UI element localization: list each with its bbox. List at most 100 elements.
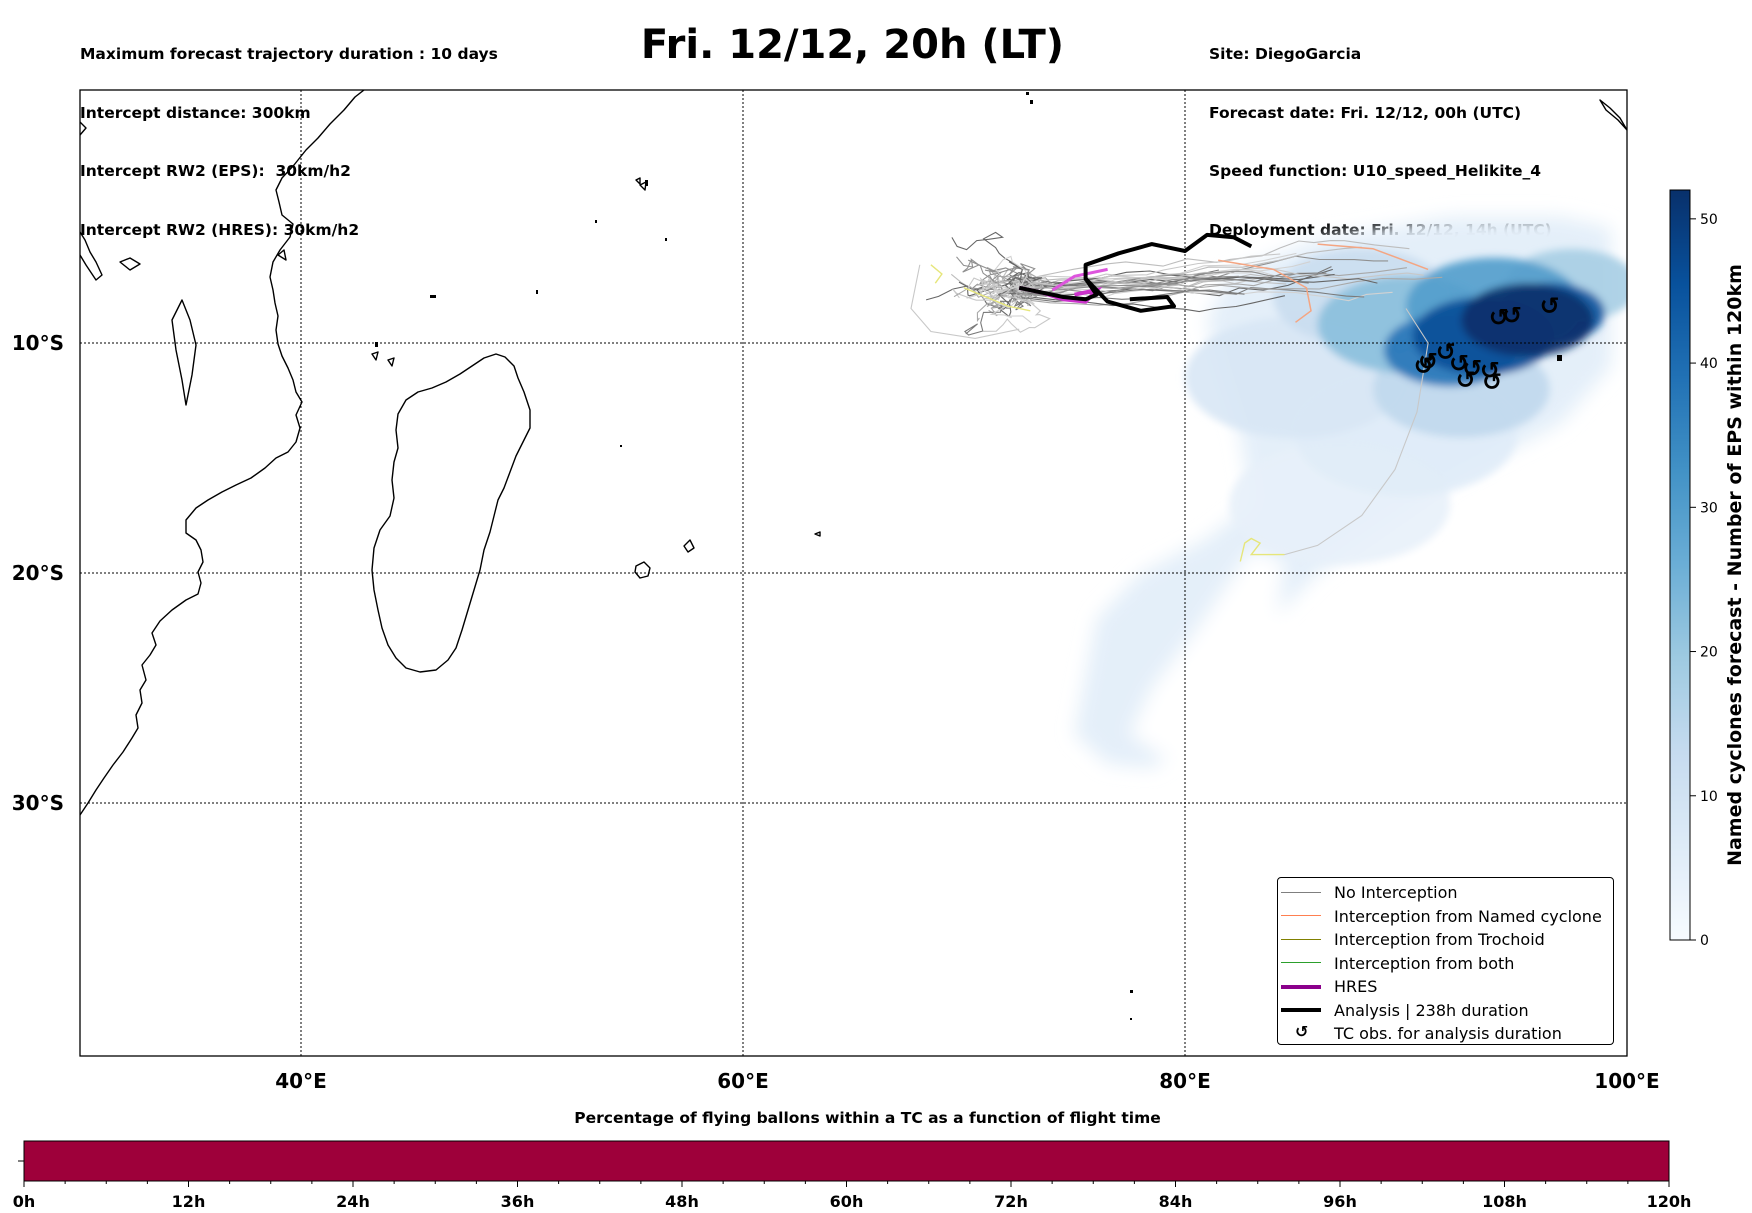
cyclone-density-layer (1074, 216, 1627, 769)
legend-label: Analysis | 238h duration (1334, 1000, 1529, 1020)
eps-trajectory (964, 281, 1016, 336)
density-gap (1129, 550, 1285, 757)
eps-trajectory (1012, 275, 1239, 295)
param-line: Intercept distance: 300km (80, 103, 311, 122)
legend-swatch (1281, 908, 1321, 924)
longitude-labels: 40°E 60°E 80°E 100°E (275, 1069, 1659, 1093)
legend-swatch (1281, 932, 1321, 948)
horn-coastline (80, 121, 87, 136)
flight-time-tick-label: 24h (336, 1192, 370, 1211)
legend-swatch (1281, 955, 1321, 971)
colorbar-ticks: 0 10 20 30 40 50 (1690, 212, 1718, 949)
map-area: ↺↺↺↺↺↺↺ ↺↺↺ ↺ (80, 90, 1627, 1056)
tc-obs-layer: ↺↺↺↺↺↺↺ ↺↺↺ ↺ (1414, 292, 1560, 396)
flight-time-title: Percentage of flying ballons within a TC… (574, 1109, 1161, 1127)
eps-trajectory (951, 231, 1023, 292)
cyclone-marker-icon: ↺ (1482, 368, 1502, 396)
legend-label: Interception from Named cyclone (1334, 906, 1602, 926)
flight-time-tick-label: 96h (1323, 1192, 1357, 1211)
flight-time-tick-label: 108h (1482, 1192, 1527, 1211)
seychelles-coastline (635, 177, 647, 191)
speed-function-line: Speed function: U10_speed_Helikite_4 (1209, 162, 1542, 180)
eps-trajectory (910, 264, 1020, 339)
eps-trajectory (1030, 253, 1281, 286)
eps-trajectory (1022, 270, 1378, 286)
colorbar-tick-label: 30 (1700, 500, 1718, 516)
eps-trajectory (995, 255, 1028, 291)
eps-trajectory (982, 284, 1051, 333)
eps-trajectory (982, 279, 1030, 299)
flight-time-tick-label: 120h (1647, 1192, 1692, 1211)
legend-swatch: ↺ (1281, 1022, 1321, 1042)
eps-trajectory (1012, 240, 1410, 284)
zanzibar-coastline (277, 249, 287, 261)
analysis-trajectory-loop (1084, 277, 1176, 313)
cyclone-marker-icon: ↺ (1502, 301, 1522, 329)
colorbar-tick-label: 0 (1700, 933, 1709, 949)
arabia-coastline (80, 231, 103, 281)
cyclone-marker-icon: ↺ (1414, 352, 1434, 380)
cyclone-marker-icon: ↺ (1456, 366, 1476, 394)
cyclone-marker-icon: ↺ (1489, 304, 1509, 332)
lat-tick-label: 30°S (12, 791, 64, 815)
map-frame (79, 89, 1628, 1057)
param-line: Intercept RW2 (HRES): 30km/h2 (80, 220, 360, 239)
flight-time-tick-label: 48h (665, 1192, 699, 1211)
legend-swatch (1281, 1002, 1321, 1018)
cyclone-marker-icon: ↺ (1480, 357, 1500, 385)
cyclone-marker-icon: ↺ (1436, 338, 1456, 366)
reunion-coastline (683, 539, 695, 553)
density-colorbar: 0 10 20 30 40 50 (1669, 189, 1718, 949)
eps-trajectory (997, 271, 1043, 318)
lake-coastline (171, 299, 197, 406)
eps-trajectory (1016, 267, 1407, 306)
density-blob (1461, 283, 1594, 357)
site-line: Site: DiegoGarcia (1209, 45, 1362, 63)
legend-item-trochoid: Interception from Trochoid (1278, 928, 1613, 952)
legend-item-both: Interception from both (1278, 952, 1613, 976)
sumatra-coastline (1599, 99, 1627, 131)
flight-time-tick-label: 36h (501, 1192, 535, 1211)
lon-tick-label: 80°E (1159, 1069, 1211, 1093)
eps-trajectory (1025, 271, 1276, 295)
eps-trajectory (1016, 270, 1327, 297)
socotra-coastline (119, 257, 141, 271)
legend-item-named-cyclone: Interception from Named cyclone (1278, 905, 1613, 929)
cyclone-marker-icon: ↺ (1462, 354, 1482, 382)
cyclone-marker-icon: ↺ (1540, 292, 1560, 320)
hres-trajectory-branch (1051, 267, 1108, 292)
colorbar-tick-label: 40 (1700, 356, 1718, 372)
legend-item-tc-obs: ↺ TC obs. for analysis duration (1278, 1022, 1613, 1046)
legend-label: Interception from Trochoid (1334, 930, 1545, 950)
trajectories-layer (910, 231, 1443, 562)
colorbar-tick-label: 20 (1700, 645, 1718, 661)
param-line: Maximum forecast trajectory duration : 1… (80, 45, 498, 63)
eps-trajectory (989, 294, 1035, 324)
lon-tick-label: 40°E (275, 1069, 327, 1093)
map-title: Fri. 12/12, 20h (LT) (640, 22, 1065, 68)
named-cyclone-trajectory (1317, 243, 1429, 271)
cyclone-marker-icon: ↺ (1295, 1021, 1309, 1041)
density-core (1185, 248, 1627, 565)
legend-swatch (1281, 979, 1321, 995)
colorbar-title-text: Named cyclones forecast - Number of EPS … (1724, 264, 1746, 866)
lon-tick-label: 100°E (1594, 1069, 1659, 1093)
legend-label: HRES (1334, 977, 1378, 997)
legend-swatch (1281, 885, 1321, 901)
latitude-labels: 10°S 20°S 30°S (12, 331, 64, 815)
legend-item-analysis: Analysis | 238h duration (1278, 999, 1613, 1023)
flight-time-tick-label: 0h (13, 1192, 36, 1211)
param-line: Intercept RW2 (EPS): 30km/h2 (80, 162, 351, 180)
colorbar-title: Named cyclones forecast - Number of EPS … (1720, 190, 1750, 940)
mauritius-coastline (634, 561, 651, 579)
analysis-trajectory (1018, 232, 1253, 302)
legend-label: No Interception (1334, 883, 1458, 903)
colorbar-tick-label: 50 (1700, 212, 1718, 228)
madagascar-coastline (371, 353, 531, 673)
small-islands (375, 92, 1562, 1020)
eps-trajectory (1011, 267, 1424, 283)
lat-tick-label: 20°S (12, 561, 64, 585)
eps-trajectory (1284, 308, 1429, 556)
flight-time-tick-label: 84h (1159, 1192, 1193, 1211)
trochoid-trajectory (1239, 537, 1285, 562)
